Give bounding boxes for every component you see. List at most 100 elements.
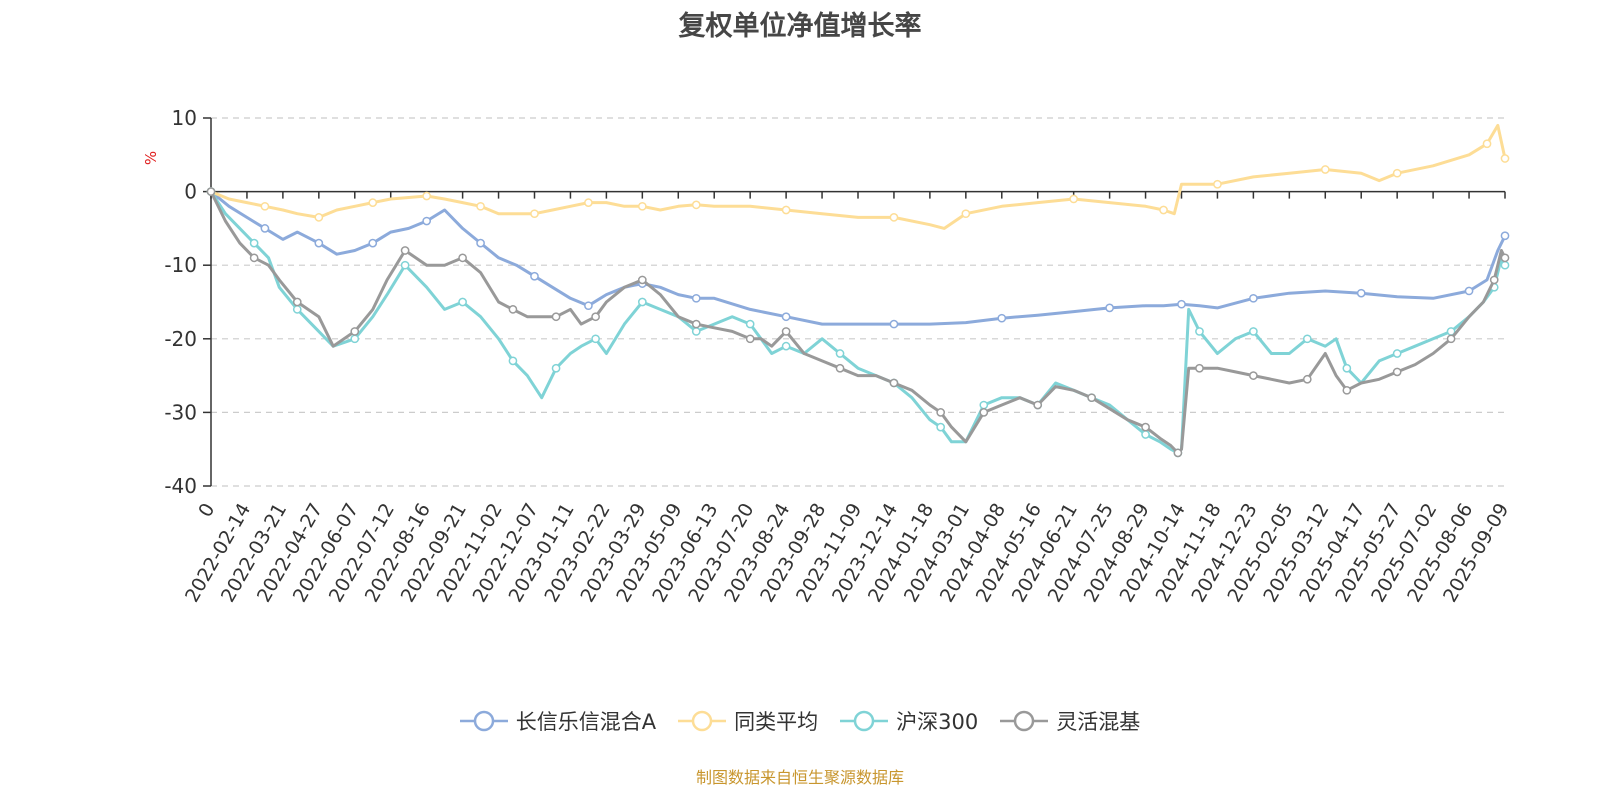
- series-1-point: [691, 293, 701, 303]
- series-4-point: [979, 408, 989, 417]
- legend-label: 长信乐信混合A: [515, 710, 657, 734]
- series-4-point: [835, 363, 845, 373]
- series-3-point: [458, 297, 467, 307]
- series-3-point: [1302, 334, 1312, 344]
- series-1-point: [476, 238, 485, 248]
- series-4-point: [1302, 374, 1312, 384]
- y-tick-label: 10: [172, 106, 197, 130]
- y-tick-label: -30: [164, 400, 197, 424]
- series-line-2: [210, 123, 1507, 230]
- series-1-point: [1500, 231, 1510, 241]
- series-4-point: [551, 312, 561, 322]
- series-4-point: [591, 312, 600, 322]
- series-1-point: [1177, 299, 1186, 309]
- series-4-point: [1489, 275, 1499, 285]
- series-4-point: [889, 378, 899, 388]
- chart-title: 复权单位净值增长率: [678, 11, 922, 42]
- series-1-point: [1105, 303, 1114, 313]
- legend-label: 沪深300: [896, 710, 979, 734]
- series-3-point: [781, 341, 791, 351]
- series-2-point: [889, 213, 899, 222]
- series-1-point: [1464, 286, 1474, 296]
- series-3-point: [292, 305, 302, 314]
- legend-line-circle-icon: [840, 710, 889, 732]
- y-tick-label: -20: [164, 327, 197, 351]
- series-3-point: [1500, 260, 1510, 270]
- series-1-point: [314, 238, 324, 248]
- series-4-point: [249, 253, 259, 263]
- y-tick-label: -10: [164, 253, 197, 277]
- series-4-point: [1500, 253, 1510, 263]
- legend-item-1[interactable]: 长信乐信混合A: [459, 706, 657, 736]
- series-line-4: [209, 190, 1507, 455]
- source-note: 制图数据来自恒生聚源数据库: [695, 768, 904, 787]
- series-4-point: [745, 334, 755, 344]
- series-1-point: [1356, 288, 1366, 298]
- series-4-point: [936, 408, 946, 417]
- y-axis-label: %: [142, 151, 160, 165]
- series-2-point: [260, 201, 270, 211]
- series-3-point: [1249, 327, 1258, 336]
- legend-item-2[interactable]: 同类平均: [678, 706, 818, 736]
- series-3-point: [1141, 430, 1150, 439]
- series-2-point: [368, 198, 378, 207]
- series-1-point: [584, 301, 593, 311]
- series-3-point: [745, 319, 755, 329]
- series-3-point: [1195, 327, 1204, 336]
- series-4-point: [1141, 422, 1150, 432]
- series-1-point: [997, 313, 1007, 323]
- series-4-point: [1173, 448, 1183, 458]
- series-line-3: [209, 190, 1507, 455]
- series-4-point: [292, 297, 302, 307]
- series-3-point: [835, 349, 845, 358]
- series-2-point: [1482, 139, 1492, 149]
- legend-line-circle-icon: [1000, 710, 1049, 732]
- series-4-point: [781, 327, 791, 336]
- series-2-point: [1213, 179, 1222, 189]
- series-3-point: [936, 422, 946, 432]
- y-tick-label: 0: [184, 180, 197, 204]
- series-1-point: [781, 312, 791, 322]
- series-4-point: [508, 305, 518, 314]
- series-3-point: [637, 297, 647, 307]
- series-3-point: [551, 363, 561, 373]
- series-3-point: [400, 260, 410, 270]
- series-4-point: [1195, 363, 1204, 373]
- series-3-point: [1342, 363, 1352, 373]
- series-1-point: [889, 319, 899, 329]
- series-4-point: [350, 327, 360, 336]
- series-4-point: [1087, 393, 1096, 403]
- legend-item-4[interactable]: 灵活混基: [1000, 706, 1140, 736]
- x-tick-label: 0: [194, 500, 219, 521]
- series-2-point: [691, 200, 701, 210]
- series-4-point: [1446, 334, 1456, 344]
- series-2-point: [422, 191, 432, 201]
- series-4-point: [1033, 400, 1043, 410]
- y-tick-label: -40: [164, 474, 197, 498]
- series-2-point: [1392, 168, 1402, 178]
- series-4-point: [1342, 385, 1352, 395]
- series-4-point: [458, 253, 467, 263]
- legend-item-3[interactable]: 沪深300: [840, 706, 978, 736]
- series-3-point: [979, 400, 989, 410]
- series-3-point: [508, 356, 518, 366]
- legend-line-circle-icon: [459, 710, 508, 732]
- legend-line-circle-icon: [678, 710, 727, 732]
- legend: 长信乐信混合A 同类平均 沪深300 灵活混基: [0, 706, 1600, 736]
- series-1-point: [530, 271, 539, 281]
- series-1-point: [1249, 293, 1258, 303]
- series-2-point: [1320, 165, 1330, 174]
- series-3-point: [1392, 349, 1402, 358]
- series-4-point: [691, 319, 701, 329]
- series-4-point: [400, 246, 410, 255]
- series-2-point: [1069, 194, 1079, 204]
- series-2-point: [781, 205, 791, 215]
- series-2-point: [584, 198, 593, 207]
- series-3-point: [691, 327, 701, 336]
- legend-label: 灵活混基: [1056, 710, 1141, 734]
- series-2-point: [1159, 205, 1168, 215]
- series-2-point: [314, 213, 324, 222]
- series-2-point: [637, 201, 647, 211]
- series-3-point: [591, 334, 600, 344]
